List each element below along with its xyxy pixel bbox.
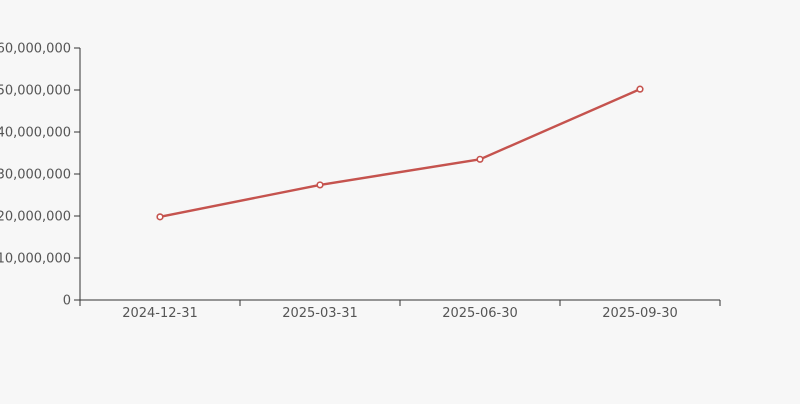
y-axis-tick-label: 20,000,000 xyxy=(0,210,71,225)
y-axis-tick-label: 40,000,000 xyxy=(0,126,71,141)
y-axis-tick-label: 30,000,000 xyxy=(0,168,71,183)
x-axis-tick-label: 2025-03-31 xyxy=(282,306,358,321)
series-line xyxy=(158,87,642,219)
data-point[interactable] xyxy=(476,155,484,163)
y-axis-tick-label: 60,000,000 xyxy=(0,42,71,57)
y-axis-tick-label: 10,000,000 xyxy=(0,252,71,267)
data-point[interactable] xyxy=(316,181,324,189)
y-axis-tick-label: 50,000,000 xyxy=(0,84,71,99)
data-point[interactable] xyxy=(156,213,164,221)
x-axis-tick-label: 2024-12-31 xyxy=(122,306,198,321)
y-axis-tick-label: 0 xyxy=(63,294,71,309)
x-axis-tick-label: 2025-06-30 xyxy=(442,306,518,321)
data-point[interactable] xyxy=(636,85,644,93)
x-axis-tick-label: 2025-09-30 xyxy=(602,306,678,321)
